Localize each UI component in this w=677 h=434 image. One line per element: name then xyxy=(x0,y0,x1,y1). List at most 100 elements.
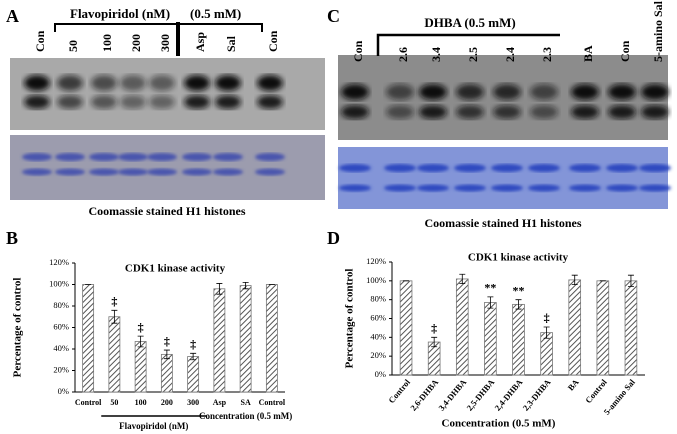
x-tick-label: BA xyxy=(565,376,581,392)
x-tick-label: 50 xyxy=(110,398,118,407)
chart-title: CDK1 kinase activity xyxy=(125,263,226,275)
panel-label: D xyxy=(327,228,340,248)
band xyxy=(149,75,175,91)
x-tick-label: 100 xyxy=(135,398,147,407)
bar xyxy=(160,353,173,393)
bar xyxy=(239,285,252,393)
y-tick-label: 20% xyxy=(370,350,386,360)
bar xyxy=(187,356,200,393)
coomassie-band xyxy=(491,184,523,192)
y-axis-label: Percentage of control xyxy=(12,278,24,378)
panel-label: A xyxy=(6,6,19,26)
error-bar xyxy=(543,326,550,339)
band xyxy=(57,75,83,91)
y-tick-label: 40% xyxy=(53,343,69,353)
caption: Coomassie stained H1 histones xyxy=(88,204,245,218)
band xyxy=(530,84,558,100)
error-bar xyxy=(487,296,494,309)
bar xyxy=(540,332,553,376)
lane-label: Sal xyxy=(224,35,238,52)
x-tick-label: 2,3-DHBA xyxy=(521,376,554,412)
group-label: Flavopiridol (nM) xyxy=(119,421,188,431)
coomassie-band xyxy=(147,153,177,161)
coomassie-band xyxy=(213,153,243,161)
bar xyxy=(213,288,226,393)
x-tick-label: 200 xyxy=(161,398,173,407)
coomassie-band xyxy=(606,164,638,172)
lane-label: 50 xyxy=(66,40,80,52)
band xyxy=(419,84,447,100)
coomassie-band xyxy=(55,168,85,176)
coomassie-band xyxy=(255,168,285,176)
band xyxy=(386,84,414,100)
band xyxy=(24,75,50,91)
coomassie-band xyxy=(639,164,671,172)
bar xyxy=(484,302,497,376)
coomassie-band xyxy=(606,184,638,192)
lane-label: 2.6 xyxy=(396,47,410,62)
chart-title: CDK1 kinase activity xyxy=(468,252,569,264)
annotation: ‡ xyxy=(190,337,196,351)
annotation: ‡ xyxy=(138,320,144,334)
band xyxy=(257,95,283,109)
y-tick-label: 100% xyxy=(49,278,69,288)
bracket xyxy=(54,22,263,56)
x-tick-label: Control xyxy=(386,377,412,406)
band xyxy=(530,105,558,119)
y-tick-label: 0% xyxy=(375,369,386,379)
lane-label: 300 xyxy=(158,34,172,52)
lane-label: 2.4 xyxy=(503,47,517,62)
x-tick-label: 2,5-DHBA xyxy=(464,376,497,412)
coomassie-band xyxy=(339,164,371,172)
error-bar xyxy=(190,352,197,361)
group-label: DHBA (0.5 mM) xyxy=(424,15,515,30)
panel-label: C xyxy=(327,6,340,26)
annotation: ‡ xyxy=(164,334,170,348)
x-tick-label: Control xyxy=(259,398,286,407)
y-tick-label: 120% xyxy=(366,256,386,266)
band xyxy=(641,105,669,119)
bar xyxy=(596,280,610,376)
coomassie-band xyxy=(182,168,212,176)
y-tick-label: 120% xyxy=(49,257,69,267)
lane-label: Con xyxy=(351,40,365,62)
band xyxy=(91,95,117,109)
error-bar xyxy=(571,274,578,285)
coomassie-band xyxy=(569,164,601,172)
band xyxy=(571,105,599,119)
band xyxy=(215,75,241,91)
coomassie-band xyxy=(22,168,52,176)
band xyxy=(57,95,83,109)
y-tick-label: 20% xyxy=(53,364,69,374)
annotation: ‡ xyxy=(431,321,437,335)
annotation: ‡ xyxy=(111,294,117,308)
y-tick-label: 100% xyxy=(366,275,386,285)
bar xyxy=(624,280,638,376)
band xyxy=(386,105,414,119)
lane-label: Con xyxy=(266,30,280,52)
y-tick-label: 0% xyxy=(58,386,69,396)
coomassie-band xyxy=(528,164,560,172)
lane-label: 2.5 xyxy=(466,47,480,62)
band xyxy=(257,75,283,91)
coomassie-band xyxy=(569,184,601,192)
y-tick-label: 40% xyxy=(370,331,386,341)
bar xyxy=(108,316,121,393)
group-label: Concentration (0.5 mM) xyxy=(199,411,292,421)
y-tick-label: 80% xyxy=(53,300,69,310)
caption: Coomassie stained H1 histones xyxy=(424,216,581,230)
band xyxy=(120,95,146,109)
lane-label: BA xyxy=(581,45,595,62)
lane-label: 3.4 xyxy=(429,47,443,62)
x-tick-label: Control xyxy=(583,377,609,406)
coomassie-band xyxy=(454,184,486,192)
band xyxy=(608,105,636,119)
error-bar xyxy=(515,299,522,310)
y-tick-label: 60% xyxy=(53,321,69,331)
annotation: ** xyxy=(484,281,496,295)
bar xyxy=(512,303,525,376)
coomassie-band xyxy=(118,168,148,176)
lane-label: 100 xyxy=(100,34,114,52)
y-tick-label: 80% xyxy=(370,294,386,304)
